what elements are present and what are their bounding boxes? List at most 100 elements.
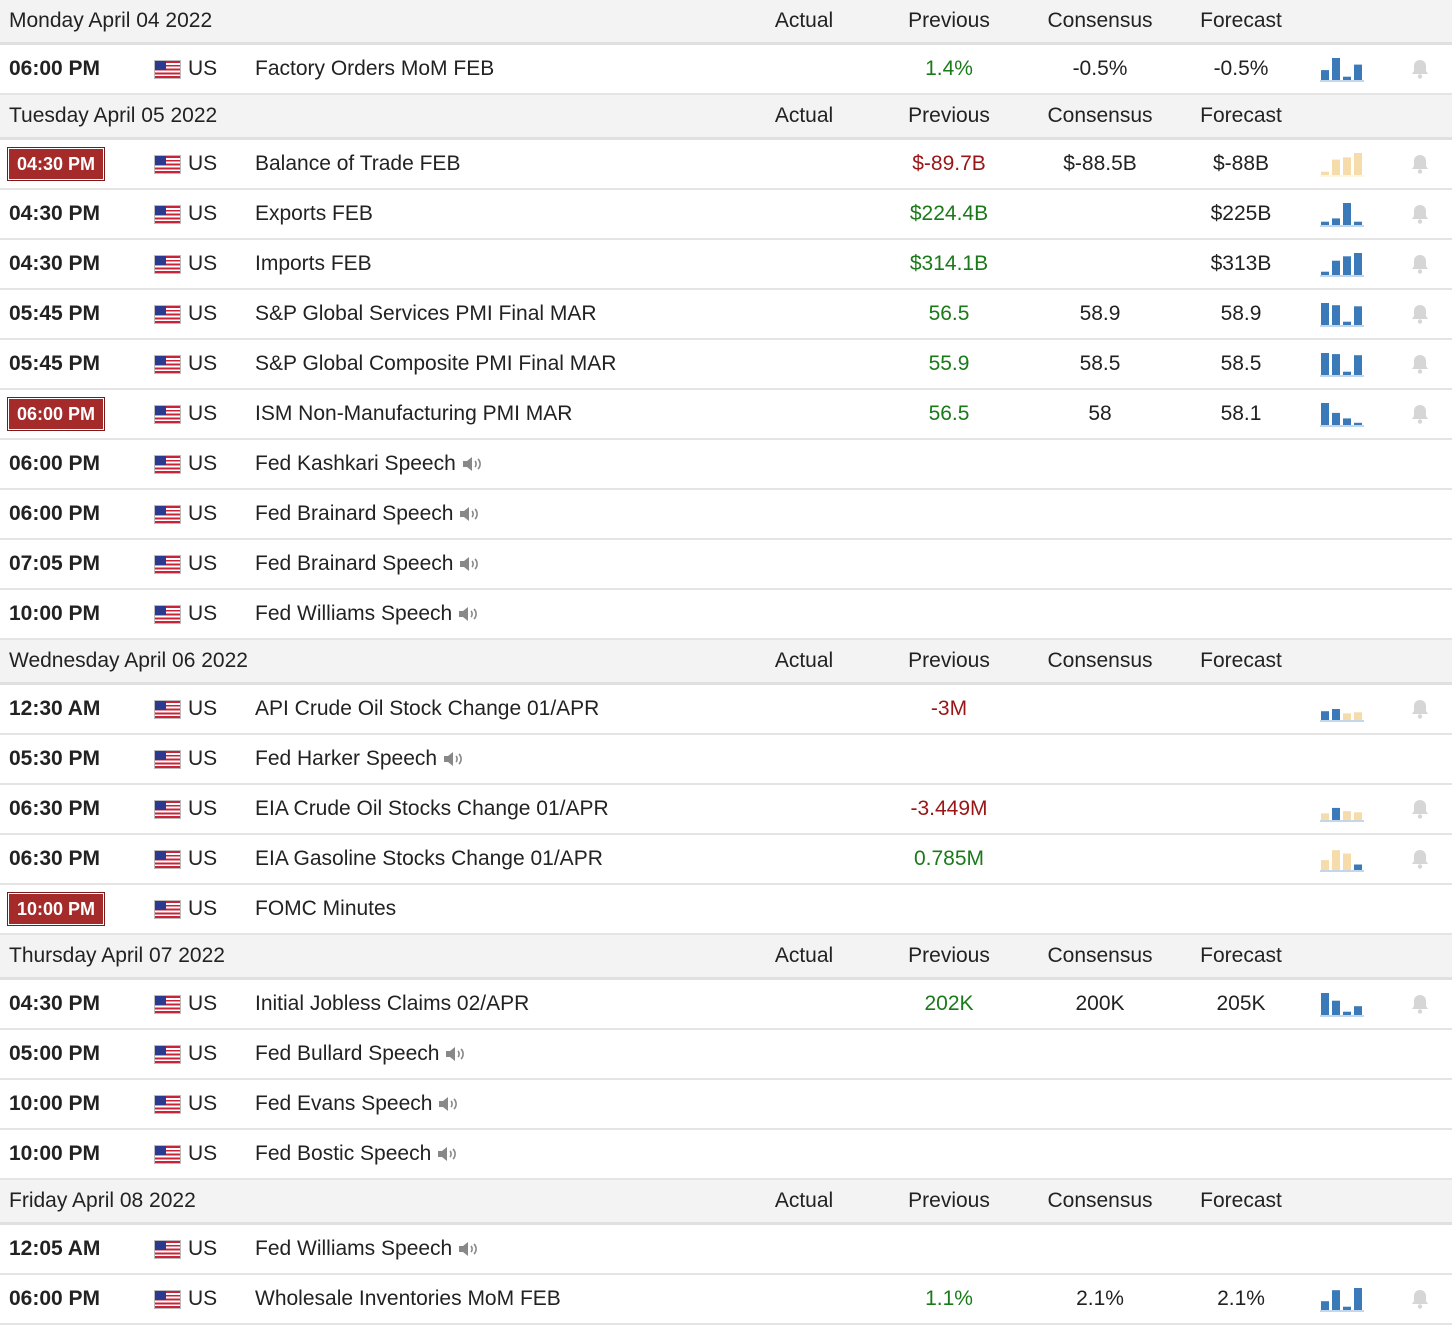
- country[interactable]: US: [155, 490, 217, 538]
- column-header-forecast[interactable]: Forecast: [1200, 649, 1282, 672]
- event-name-text[interactable]: S&P Global Services PMI Final MAR: [255, 302, 597, 325]
- bell-icon[interactable]: [1408, 1275, 1432, 1323]
- country[interactable]: US: [155, 1225, 217, 1273]
- event-name[interactable]: Fed Brainard Speech: [255, 540, 481, 588]
- event-row[interactable]: 04:30 PM US Exports FEB $224.4B $225B: [0, 190, 1452, 240]
- country[interactable]: US: [155, 190, 217, 238]
- event-name[interactable]: Fed Evans Speech: [255, 1080, 460, 1128]
- event-row[interactable]: 12:05 AM US Fed Williams Speech: [0, 1225, 1452, 1275]
- country[interactable]: US: [155, 540, 217, 588]
- column-header-forecast[interactable]: Forecast: [1200, 944, 1282, 967]
- event-name[interactable]: Initial Jobless Claims 02/APR: [255, 980, 529, 1028]
- column-header-actual[interactable]: Actual: [774, 649, 834, 672]
- event-row[interactable]: 10:00 PM US Fed Bostic Speech: [0, 1130, 1452, 1180]
- country[interactable]: US: [155, 140, 217, 188]
- bell-icon[interactable]: [1408, 190, 1432, 238]
- column-header-previous[interactable]: Previous: [908, 649, 990, 672]
- column-header-previous[interactable]: Previous: [908, 9, 990, 32]
- country[interactable]: US: [155, 1030, 217, 1078]
- event-row[interactable]: 10:00 PM US FOMC Minutes: [0, 885, 1452, 935]
- event-name[interactable]: FOMC Minutes: [255, 885, 396, 933]
- country-code[interactable]: US: [188, 302, 218, 325]
- country-code[interactable]: US: [188, 697, 218, 720]
- event-name-text[interactable]: Fed Williams Speech: [255, 1237, 453, 1260]
- event-row[interactable]: 05:45 PM US S&P Global Services PMI Final …: [0, 290, 1452, 340]
- country-code[interactable]: US: [188, 1042, 218, 1065]
- event-name-text[interactable]: ISM Non-Manufacturing PMI MAR: [255, 402, 573, 425]
- bell-icon[interactable]: [1408, 835, 1432, 883]
- column-header-consensus[interactable]: Consensus: [1047, 649, 1153, 672]
- column-header-consensus[interactable]: Consensus: [1047, 944, 1153, 967]
- country[interactable]: US: [155, 980, 217, 1028]
- country-code[interactable]: US: [188, 1287, 218, 1310]
- event-name[interactable]: EIA Gasoline Stocks Change 01/APR: [255, 835, 603, 883]
- event-name-text[interactable]: Fed Brainard Speech: [255, 502, 454, 525]
- country-code[interactable]: US: [188, 1092, 218, 1115]
- column-header-actual[interactable]: Actual: [774, 104, 834, 127]
- column-header-consensus[interactable]: Consensus: [1047, 1189, 1153, 1212]
- event-name[interactable]: Fed Bullard Speech: [255, 1030, 467, 1078]
- event-name-text[interactable]: Fed Harker Speech: [255, 747, 438, 770]
- country-code[interactable]: US: [188, 897, 218, 920]
- event-row[interactable]: 05:00 PM US Fed Bullard Speech: [0, 1030, 1452, 1080]
- event-name-text[interactable]: Factory Orders MoM FEB: [255, 57, 495, 80]
- event-name[interactable]: Fed Williams Speech: [255, 1225, 480, 1273]
- mini-chart-icon[interactable]: [1320, 685, 1366, 733]
- country-code[interactable]: US: [188, 352, 218, 375]
- bell-icon[interactable]: [1408, 290, 1432, 338]
- event-row[interactable]: 10:00 PM US Fed Williams Speech: [0, 590, 1452, 640]
- country[interactable]: US: [155, 885, 217, 933]
- mini-chart-icon[interactable]: [1320, 190, 1366, 238]
- event-name[interactable]: Fed Harker Speech: [255, 735, 465, 783]
- event-name-text[interactable]: Initial Jobless Claims 02/APR: [255, 992, 530, 1015]
- event-row[interactable]: 06:00 PM US Fed Kashkari Speech: [0, 440, 1452, 490]
- event-row[interactable]: 06:00 PM US ISM Non-Manufacturing PMI MAR 5…: [0, 390, 1452, 440]
- country-code[interactable]: US: [188, 452, 218, 475]
- event-name-text[interactable]: Fed Evans Speech: [255, 1092, 433, 1115]
- event-row[interactable]: 05:45 PM US S&P Global Composite PMI Final…: [0, 340, 1452, 390]
- event-name-text[interactable]: Fed Bullard Speech: [255, 1042, 440, 1065]
- bell-icon[interactable]: [1408, 45, 1432, 93]
- event-name[interactable]: Factory Orders MoM FEB: [255, 45, 494, 93]
- event-row[interactable]: 04:30 PM US Balance of Trade FEB $-89.7B $-8…: [0, 140, 1452, 190]
- column-header-actual[interactable]: Actual: [774, 944, 834, 967]
- column-header-actual[interactable]: Actual: [774, 1189, 834, 1212]
- mini-chart-icon[interactable]: [1320, 240, 1366, 288]
- event-name-text[interactable]: S&P Global Composite PMI Final MAR: [255, 352, 617, 375]
- event-name[interactable]: EIA Crude Oil Stocks Change 01/APR: [255, 785, 609, 833]
- event-name[interactable]: Wholesale Inventories MoM FEB: [255, 1275, 561, 1323]
- country-code[interactable]: US: [188, 402, 218, 425]
- event-name-text[interactable]: Fed Kashkari Speech: [255, 452, 456, 475]
- column-header-forecast[interactable]: Forecast: [1200, 1189, 1282, 1212]
- column-header-consensus[interactable]: Consensus: [1047, 104, 1153, 127]
- event-row[interactable]: 06:00 PM US Wholesale Inventories MoM FEB 1…: [0, 1275, 1452, 1325]
- event-row[interactable]: 07:05 PM US Fed Brainard Speech: [0, 540, 1452, 590]
- event-name[interactable]: Fed Bostic Speech: [255, 1130, 459, 1178]
- country[interactable]: US: [155, 835, 217, 883]
- bell-icon[interactable]: [1408, 140, 1432, 188]
- event-name-text[interactable]: Fed Brainard Speech: [255, 552, 454, 575]
- event-name[interactable]: Fed Kashkari Speech: [255, 440, 484, 488]
- mini-chart-icon[interactable]: [1320, 340, 1366, 388]
- country-code[interactable]: US: [188, 747, 218, 770]
- mini-chart-icon[interactable]: [1320, 290, 1366, 338]
- country[interactable]: US: [155, 240, 217, 288]
- event-name-text[interactable]: Fed Williams Speech: [255, 602, 453, 625]
- country-code[interactable]: US: [188, 252, 218, 275]
- country-code[interactable]: US: [188, 1142, 218, 1165]
- country-code[interactable]: US: [188, 57, 218, 80]
- country-code[interactable]: US: [188, 152, 218, 175]
- event-name-text[interactable]: EIA Gasoline Stocks Change 01/APR: [255, 847, 603, 870]
- event-row[interactable]: 06:00 PM US Fed Brainard Speech: [0, 490, 1452, 540]
- country-code[interactable]: US: [188, 797, 218, 820]
- bell-icon[interactable]: [1408, 685, 1432, 733]
- event-name[interactable]: Exports FEB: [255, 190, 373, 238]
- column-header-consensus[interactable]: Consensus: [1047, 9, 1153, 32]
- event-name[interactable]: Fed Brainard Speech: [255, 490, 481, 538]
- country-code[interactable]: US: [188, 202, 218, 225]
- country[interactable]: US: [155, 45, 217, 93]
- country[interactable]: US: [155, 785, 217, 833]
- column-header-previous[interactable]: Previous: [908, 1189, 990, 1212]
- country[interactable]: US: [155, 1130, 217, 1178]
- event-row[interactable]: 06:00 PM US Factory Orders MoM FEB 1.4% -0.5…: [0, 45, 1452, 95]
